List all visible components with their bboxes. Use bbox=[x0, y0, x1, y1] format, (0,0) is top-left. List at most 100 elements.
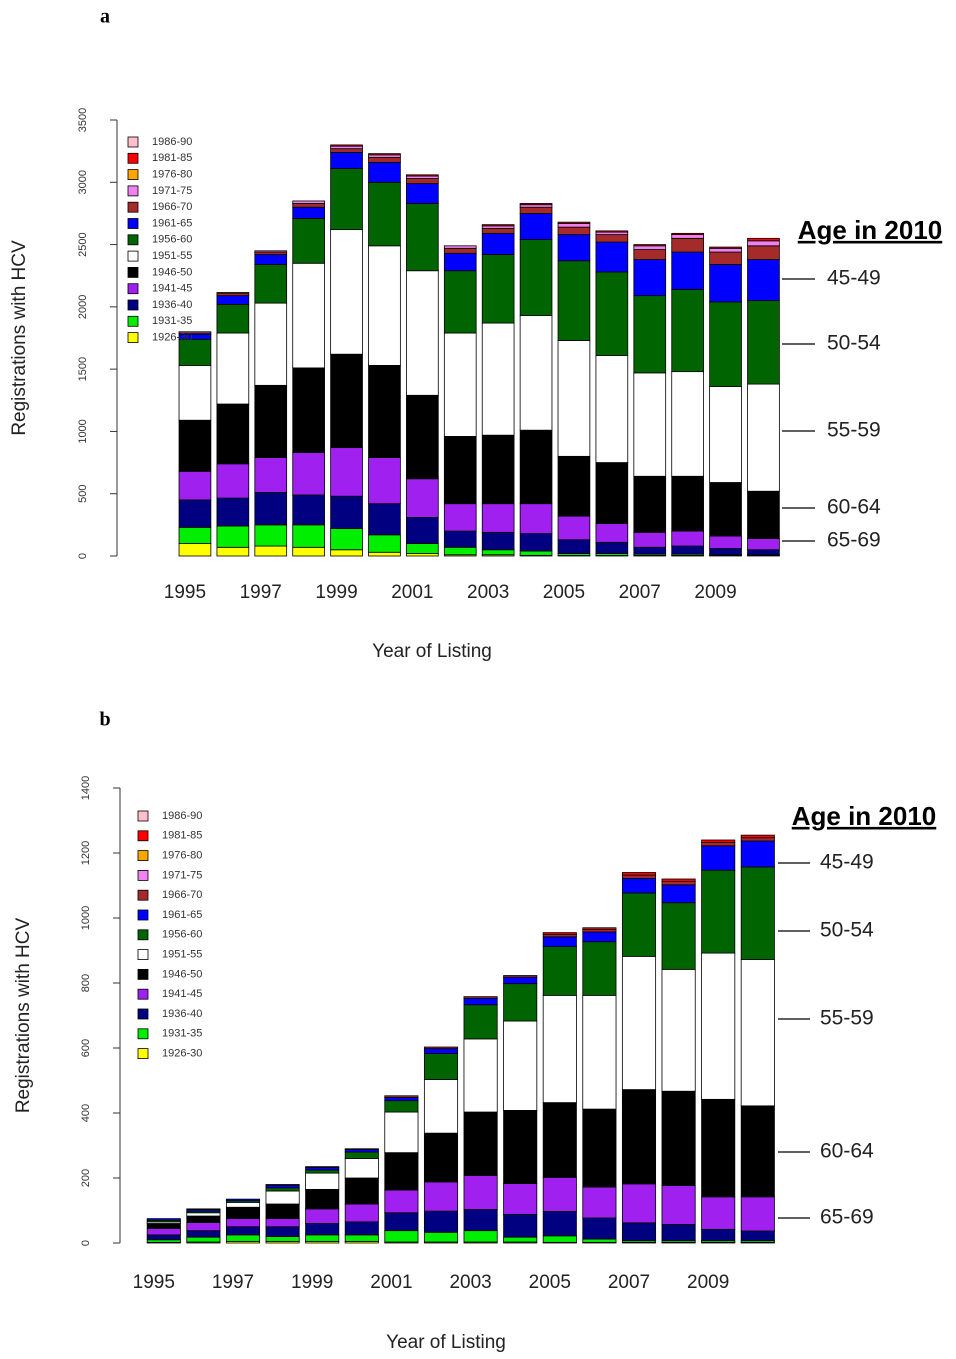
bar-segment bbox=[406, 174, 439, 177]
legend-label: 1961-65 bbox=[162, 909, 202, 921]
bar-segment bbox=[344, 1177, 379, 1205]
y-tick-label: 2500 bbox=[77, 232, 89, 256]
legend-label: 1971-75 bbox=[162, 869, 202, 881]
bar-segment bbox=[330, 528, 363, 551]
bar-segment bbox=[709, 301, 742, 387]
bar-segment bbox=[305, 1188, 340, 1210]
bar-segment bbox=[443, 245, 477, 249]
y-tick-label: 0 bbox=[77, 553, 89, 559]
bar-segment bbox=[368, 534, 401, 553]
y-tick-label: 1400 bbox=[80, 776, 92, 800]
bar-segment bbox=[423, 1181, 459, 1212]
bar-segment bbox=[709, 535, 742, 549]
legend-swatch bbox=[127, 332, 139, 344]
bar-segment bbox=[443, 503, 477, 532]
bar-segment bbox=[265, 1190, 300, 1205]
bar-segment bbox=[621, 877, 657, 894]
legend-swatch bbox=[127, 201, 139, 213]
bar-segment bbox=[344, 1221, 379, 1236]
bar-segment bbox=[582, 994, 617, 1110]
bar-segment bbox=[481, 434, 515, 505]
bar-segment bbox=[463, 1038, 498, 1113]
bar-segment bbox=[671, 530, 704, 547]
bar-segment bbox=[225, 1206, 261, 1220]
bar-segment bbox=[443, 546, 477, 556]
legend-swatch bbox=[127, 315, 139, 327]
bar-segment bbox=[519, 203, 553, 206]
bar-segment bbox=[344, 1158, 379, 1179]
panel-label: b bbox=[99, 709, 110, 731]
bar-segment bbox=[519, 533, 553, 552]
legend-swatch bbox=[127, 218, 139, 229]
x-tick-label: 2003 bbox=[467, 582, 509, 603]
bar-segment bbox=[216, 332, 250, 405]
bar-segment bbox=[740, 840, 775, 868]
bar-segment bbox=[582, 1238, 617, 1243]
y-tick-label: 200 bbox=[80, 1169, 92, 1187]
y-tick-label: 3500 bbox=[77, 108, 89, 132]
bar-segment bbox=[254, 524, 288, 547]
legend-label: 1946-50 bbox=[152, 266, 192, 278]
bar-segment bbox=[178, 365, 212, 421]
x-tick-label: 1997 bbox=[240, 582, 282, 603]
bar-segment bbox=[542, 1176, 577, 1212]
bar-segment bbox=[216, 525, 250, 548]
bar-segment bbox=[481, 549, 515, 556]
bar-segment bbox=[305, 1169, 340, 1174]
bar-segment bbox=[633, 244, 667, 247]
bar-segment bbox=[305, 1166, 340, 1168]
bar-segment bbox=[305, 1172, 340, 1190]
bar-segment bbox=[621, 892, 657, 957]
bar-segment bbox=[633, 295, 667, 374]
bar-segment bbox=[344, 1234, 379, 1242]
legend-swatch bbox=[137, 909, 149, 921]
bar-segment bbox=[225, 1234, 261, 1242]
bar-segment bbox=[254, 384, 288, 458]
legend-swatch bbox=[137, 1028, 149, 1040]
legend-label: 1976-80 bbox=[152, 169, 192, 181]
annotation-title: Age in 2010 bbox=[798, 215, 943, 245]
bar-segment bbox=[503, 976, 538, 985]
bar-segment bbox=[481, 224, 515, 227]
bar-segment bbox=[595, 230, 629, 233]
bar-segment bbox=[368, 181, 401, 247]
x-tick-label: 2005 bbox=[529, 1272, 571, 1293]
bar-segment bbox=[661, 968, 696, 1092]
bar-segment bbox=[481, 503, 515, 533]
bar-segment bbox=[292, 203, 325, 208]
bar-segment bbox=[423, 1210, 459, 1233]
bar-segment bbox=[254, 250, 288, 253]
bar-segment bbox=[557, 515, 591, 541]
bar-segment bbox=[595, 462, 629, 525]
bar-segment bbox=[344, 1148, 379, 1150]
legend-label: 1961-65 bbox=[152, 217, 192, 229]
bar-segment bbox=[344, 1203, 379, 1223]
panel-label: a bbox=[100, 6, 110, 28]
annotation: 50-54 bbox=[827, 332, 881, 355]
bar-segment bbox=[701, 842, 736, 847]
bar-segment bbox=[701, 1196, 736, 1230]
y-tick-label: 400 bbox=[80, 1104, 92, 1122]
bar-segment bbox=[671, 545, 704, 555]
bar-segment bbox=[330, 353, 363, 449]
legend-swatch bbox=[127, 250, 139, 262]
bar-segment bbox=[384, 1097, 419, 1102]
annotation: 45-49 bbox=[820, 851, 874, 874]
legend-swatch bbox=[137, 870, 149, 881]
bar-segment bbox=[216, 292, 250, 294]
bar-segment bbox=[709, 247, 742, 253]
bar-segment bbox=[701, 845, 736, 871]
legend-swatch bbox=[127, 299, 139, 311]
bar-segment bbox=[330, 549, 363, 557]
legend-swatch bbox=[137, 929, 149, 941]
bar-segment bbox=[265, 1187, 300, 1192]
bar-segment bbox=[701, 1098, 736, 1198]
bar-segment bbox=[621, 872, 657, 876]
bar-segment bbox=[709, 386, 742, 483]
bar-segment bbox=[747, 549, 780, 556]
bar-segment bbox=[709, 264, 742, 303]
legend-swatch bbox=[127, 283, 139, 295]
legend-swatch bbox=[127, 169, 139, 181]
bar-segment bbox=[186, 1230, 221, 1238]
bar-segment bbox=[305, 1234, 340, 1242]
